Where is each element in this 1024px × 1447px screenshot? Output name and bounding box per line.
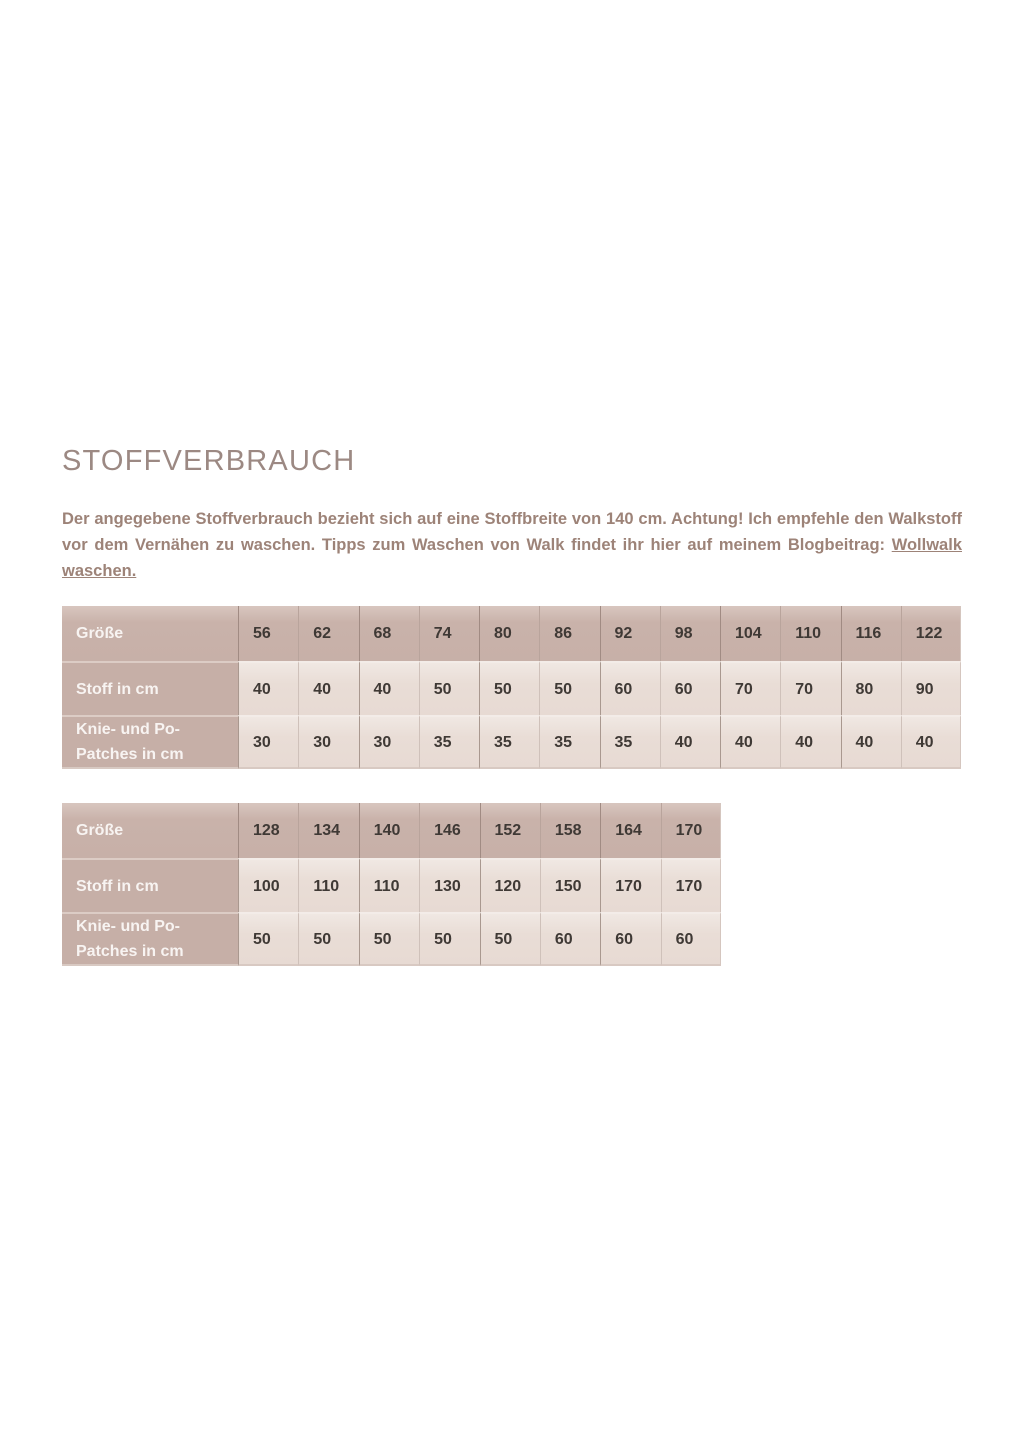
table-data-row: Stoff in cm 100 110 110 130 120 150 170 170 <box>62 858 721 912</box>
value-cell: 40 <box>780 715 841 769</box>
value-cell: 50 <box>358 912 420 966</box>
value-cell: 40 <box>840 715 901 769</box>
value-cell: 50 <box>298 912 359 966</box>
value-cell: 70 <box>720 661 781 715</box>
size-header-cell: 74 <box>418 606 479 661</box>
value-cell: 50 <box>479 912 540 966</box>
value-cell: 110 <box>358 858 420 912</box>
value-cell: 50 <box>418 661 479 715</box>
value-cell: 50 <box>238 912 299 966</box>
table-data-row: Stoff in cm 40 40 40 50 50 50 60 60 70 70 80 90 <box>62 661 961 715</box>
value-cell: 60 <box>660 912 721 966</box>
row-label-cell: Größe <box>62 606 238 661</box>
size-header-cell: 164 <box>600 803 661 858</box>
table-header-row: Größe 128 134 140 146 152 158 164 170 <box>62 803 721 858</box>
row-label-cell: Größe <box>62 803 238 858</box>
value-cell: 70 <box>780 661 841 715</box>
value-cell: 120 <box>479 858 540 912</box>
value-cell: 60 <box>600 912 661 966</box>
size-header-cell: 134 <box>298 803 359 858</box>
size-header-cell: 152 <box>479 803 540 858</box>
value-cell: 60 <box>659 661 720 715</box>
value-cell: 40 <box>298 661 359 715</box>
size-header-cell: 56 <box>238 606 299 661</box>
value-cell: 60 <box>539 912 601 966</box>
value-cell: 30 <box>238 715 299 769</box>
page-content: STOFFVERBRAUCH Der angegebene Stoffverbr… <box>62 445 962 966</box>
row-label-cell: Knie- und Po-Patches in cm <box>62 912 238 966</box>
value-cell: 50 <box>479 661 540 715</box>
value-cell: 170 <box>660 858 721 912</box>
value-cell: 35 <box>599 715 660 769</box>
table-header-row: Größe 56 62 68 74 80 86 92 98 104 110 116 122 <box>62 606 961 661</box>
intro-paragraph: Der angegebene Stoffverbrauch bezieht si… <box>62 506 962 584</box>
size-header-cell: 116 <box>840 606 901 661</box>
value-cell: 150 <box>539 858 601 912</box>
fabric-consumption-table-sizes-56-122: Größe 56 62 68 74 80 86 92 98 104 110 116 122 Stoff i… <box>62 606 961 769</box>
value-cell: 40 <box>358 661 419 715</box>
size-header-cell: 170 <box>660 803 721 858</box>
value-cell: 50 <box>419 912 480 966</box>
value-cell: 35 <box>418 715 479 769</box>
intro-text: Der angegebene Stoffverbrauch bezieht si… <box>62 510 962 554</box>
size-header-cell: 140 <box>358 803 420 858</box>
value-cell: 80 <box>840 661 901 715</box>
page-title: STOFFVERBRAUCH <box>62 445 356 477</box>
value-cell: 40 <box>720 715 781 769</box>
size-header-cell: 80 <box>479 606 540 661</box>
row-label-cell: Stoff in cm <box>62 858 238 912</box>
value-cell: 50 <box>539 661 600 715</box>
size-header-cell: 146 <box>419 803 480 858</box>
table-data-row: Knie- und Po-Patches in cm 30 30 30 35 35 35 35… <box>62 715 961 769</box>
row-label-cell: Knie- und Po-Patches in cm <box>62 715 238 769</box>
size-header-cell: 104 <box>720 606 781 661</box>
value-cell: 40 <box>238 661 299 715</box>
value-cell: 40 <box>900 715 961 769</box>
value-cell: 60 <box>599 661 660 715</box>
size-header-cell: 128 <box>238 803 299 858</box>
value-cell: 35 <box>479 715 540 769</box>
value-cell: 90 <box>900 661 961 715</box>
size-header-cell: 98 <box>659 606 720 661</box>
value-cell: 110 <box>298 858 359 912</box>
size-header-cell: 122 <box>900 606 961 661</box>
value-cell: 30 <box>358 715 419 769</box>
value-cell: 130 <box>419 858 480 912</box>
size-header-cell: 86 <box>539 606 600 661</box>
value-cell: 170 <box>600 858 661 912</box>
value-cell: 35 <box>539 715 600 769</box>
table-data-row: Knie- und Po-Patches in cm 50 50 50 50 50 60 60… <box>62 912 721 966</box>
size-header-cell: 110 <box>780 606 841 661</box>
value-cell: 40 <box>659 715 720 769</box>
fabric-consumption-table-sizes-128-170: Größe 128 134 140 146 152 158 164 170 Stoff in cm… <box>62 803 721 966</box>
size-header-cell: 62 <box>298 606 359 661</box>
row-label-cell: Stoff in cm <box>62 661 238 715</box>
wollwalk-waschen-link[interactable]: Wollwalk waschen. <box>62 536 962 580</box>
value-cell: 30 <box>298 715 359 769</box>
value-cell: 100 <box>238 858 299 912</box>
size-header-cell: 158 <box>539 803 601 858</box>
size-header-cell: 92 <box>599 606 660 661</box>
size-header-cell: 68 <box>358 606 419 661</box>
